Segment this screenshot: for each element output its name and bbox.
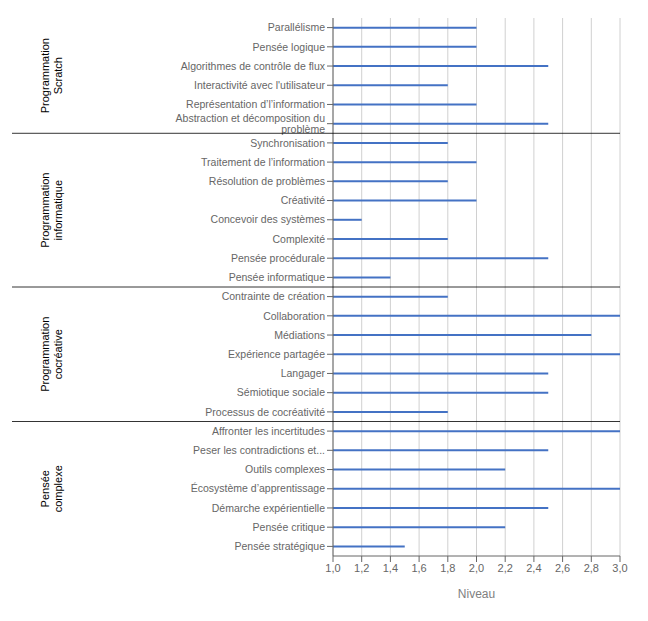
svg-text:Pensée procédurale: Pensée procédurale [231,252,325,264]
svg-text:Expérience partagée: Expérience partagée [228,348,325,360]
svg-text:Médiations: Médiations [274,329,325,341]
svg-text:Contrainte de création: Contrainte de création [222,290,325,302]
svg-text:Collaboration: Collaboration [263,310,325,322]
svg-text:2,2: 2,2 [498,562,513,574]
svg-text:Interactivité avec l'utilisate: Interactivité avec l'utilisateur [194,79,325,91]
svg-text:Concevoir des systèmes: Concevoir des systèmes [211,213,325,225]
svg-text:Pensée critique: Pensée critique [253,521,326,533]
svg-text:Complexité: Complexité [272,233,325,245]
svg-text:2,8: 2,8 [584,562,599,574]
svg-text:2,4: 2,4 [526,562,541,574]
svg-text:3,0: 3,0 [612,562,627,574]
svg-text:Sémiotique sociale: Sémiotique sociale [237,386,325,398]
svg-text:Résolution de problèmes: Résolution de problèmes [209,175,325,187]
svg-text:Pensée stratégique: Pensée stratégique [235,540,326,552]
svg-text:2,0: 2,0 [469,562,484,574]
svg-text:Pensée informatique: Pensée informatique [229,271,325,283]
svg-text:Représentation d’l’information: Représentation d’l’information [186,98,325,110]
svg-text:Algorithmes de contrôle de flu: Algorithmes de contrôle de flux [181,60,326,72]
svg-text:Traitement de l’information: Traitement de l’information [201,156,325,168]
svg-text:Processus de cocréativité: Processus de cocréativité [205,406,325,418]
svg-text:Écosystème d’apprentissage: Écosystème d’apprentissage [191,482,325,494]
svg-text:Niveau: Niveau [458,587,495,601]
svg-text:ProgrammationScratch: ProgrammationScratch [39,38,64,113]
svg-text:Penséecomplexe: Penséecomplexe [39,465,64,512]
svg-text:Abstraction et décomposition d: Abstraction et décomposition duproblème [176,112,326,134]
svg-text:Synchronisation: Synchronisation [250,137,325,149]
svg-text:1,8: 1,8 [440,562,455,574]
svg-text:Parallélisme: Parallélisme [268,21,325,33]
svg-text:Créativité: Créativité [281,194,326,206]
svg-text:Démarche expérientielle: Démarche expérientielle [212,502,325,514]
svg-text:Langager: Langager [281,367,326,379]
svg-text:Programmationcocréative: Programmationcocréative [39,317,64,392]
svg-text:Pensée logique: Pensée logique [253,41,326,53]
svg-text:1,2: 1,2 [354,562,369,574]
svg-text:Programmationinformatique: Programmationinformatique [39,173,64,248]
svg-text:1,6: 1,6 [411,562,426,574]
svg-text:1,0: 1,0 [325,562,340,574]
svg-text:Outils complexes: Outils complexes [245,463,325,475]
svg-text:1,4: 1,4 [383,562,398,574]
svg-text:Affronter les incertitudes: Affronter les incertitudes [212,425,325,437]
svg-text:Peser les contradictions et...: Peser les contradictions et... [193,444,325,456]
svg-text:2,6: 2,6 [555,562,570,574]
